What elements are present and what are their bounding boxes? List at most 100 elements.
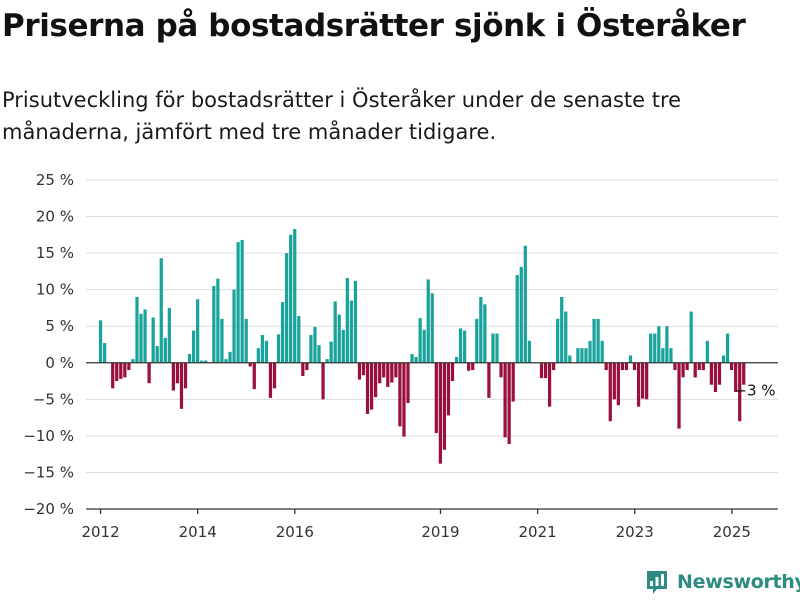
bar [289, 234, 293, 363]
bar [673, 362, 677, 371]
bar [430, 293, 434, 363]
bar [280, 302, 285, 363]
bar [649, 333, 653, 363]
bar [276, 334, 281, 363]
bar [127, 362, 131, 371]
bar [665, 326, 669, 363]
bar [357, 362, 362, 380]
bar [438, 362, 442, 464]
chart-title: Priserna på bostadsrätter sjönk i Österå… [2, 8, 746, 44]
y-axis-ticks: −20 % −15 % −10 % −5 % 0 % 5 % 10 % 15 % 20 % 25 … [23, 171, 74, 518]
bar [410, 354, 414, 363]
bar [600, 340, 604, 363]
bar [131, 359, 135, 363]
bar [697, 362, 701, 371]
bar [645, 362, 649, 400]
bar [183, 362, 188, 389]
bar [742, 362, 746, 385]
y-tick-label: 20 % [36, 208, 74, 226]
bar [341, 329, 345, 363]
bar [713, 362, 718, 393]
bar [103, 343, 107, 363]
bar [175, 362, 180, 384]
bar [293, 228, 297, 363]
bar [123, 362, 127, 378]
bar [454, 356, 459, 363]
bar [115, 362, 119, 382]
y-tick-label: 0 % [45, 354, 74, 372]
bar [422, 329, 426, 363]
bar [467, 362, 471, 371]
bar [365, 362, 370, 414]
bar [426, 279, 430, 363]
bar [382, 362, 386, 378]
last-value-annotation: −3 % [734, 382, 775, 400]
bar [151, 317, 155, 363]
bar [402, 362, 406, 437]
bar [681, 362, 685, 378]
x-tick-label: 2025 [713, 523, 751, 541]
bar [495, 333, 499, 363]
bar [576, 348, 580, 363]
bar [200, 360, 204, 363]
bar [547, 362, 552, 407]
bar [669, 348, 673, 363]
x-tick-label: 2012 [81, 523, 119, 541]
bar [167, 307, 171, 363]
bar [244, 318, 248, 363]
bar [147, 362, 151, 384]
bar [458, 328, 463, 363]
bar [568, 355, 572, 363]
bar [272, 362, 277, 389]
bar [580, 348, 584, 363]
bar [305, 362, 309, 371]
bar [515, 275, 519, 363]
bar [677, 362, 681, 429]
bar [155, 345, 159, 363]
bar [689, 311, 693, 363]
y-tick-label: −10 % [23, 427, 74, 445]
bar [632, 362, 637, 371]
bar [333, 301, 337, 363]
bar [260, 335, 264, 363]
bar [499, 362, 503, 378]
bar [98, 320, 103, 363]
bar [434, 362, 438, 433]
bar [564, 311, 568, 363]
x-tick-label: 2021 [519, 523, 557, 541]
bar [721, 355, 726, 363]
x-tick-label: 2014 [179, 523, 217, 541]
bar [418, 318, 422, 363]
bar [256, 348, 260, 363]
bar [527, 340, 531, 363]
bar [414, 356, 418, 363]
bar [734, 362, 738, 393]
bar [135, 296, 139, 363]
bar [552, 362, 556, 371]
x-tick-label: 2023 [616, 523, 654, 541]
bar [588, 340, 592, 363]
bar [329, 341, 333, 363]
bar [361, 362, 366, 376]
bar [491, 333, 495, 363]
bar [503, 362, 507, 438]
bar [705, 340, 709, 363]
bar [479, 296, 483, 363]
newsworthy-icon [647, 571, 667, 594]
bar [196, 299, 200, 363]
y-tick-label: 5 % [45, 317, 74, 335]
bar [390, 362, 394, 383]
bar [592, 318, 596, 363]
bar [725, 333, 730, 363]
x-axis: 2012 2014 2016 2019 2021 2023 2025 [81, 508, 778, 541]
bar [171, 362, 175, 391]
bar [204, 360, 208, 363]
bar [224, 359, 228, 363]
bar [523, 245, 527, 363]
bar [321, 362, 325, 400]
bar [240, 239, 244, 363]
x-tick-label: 2016 [276, 523, 314, 541]
bar [442, 362, 447, 450]
bar [268, 362, 273, 398]
bar [657, 326, 661, 363]
